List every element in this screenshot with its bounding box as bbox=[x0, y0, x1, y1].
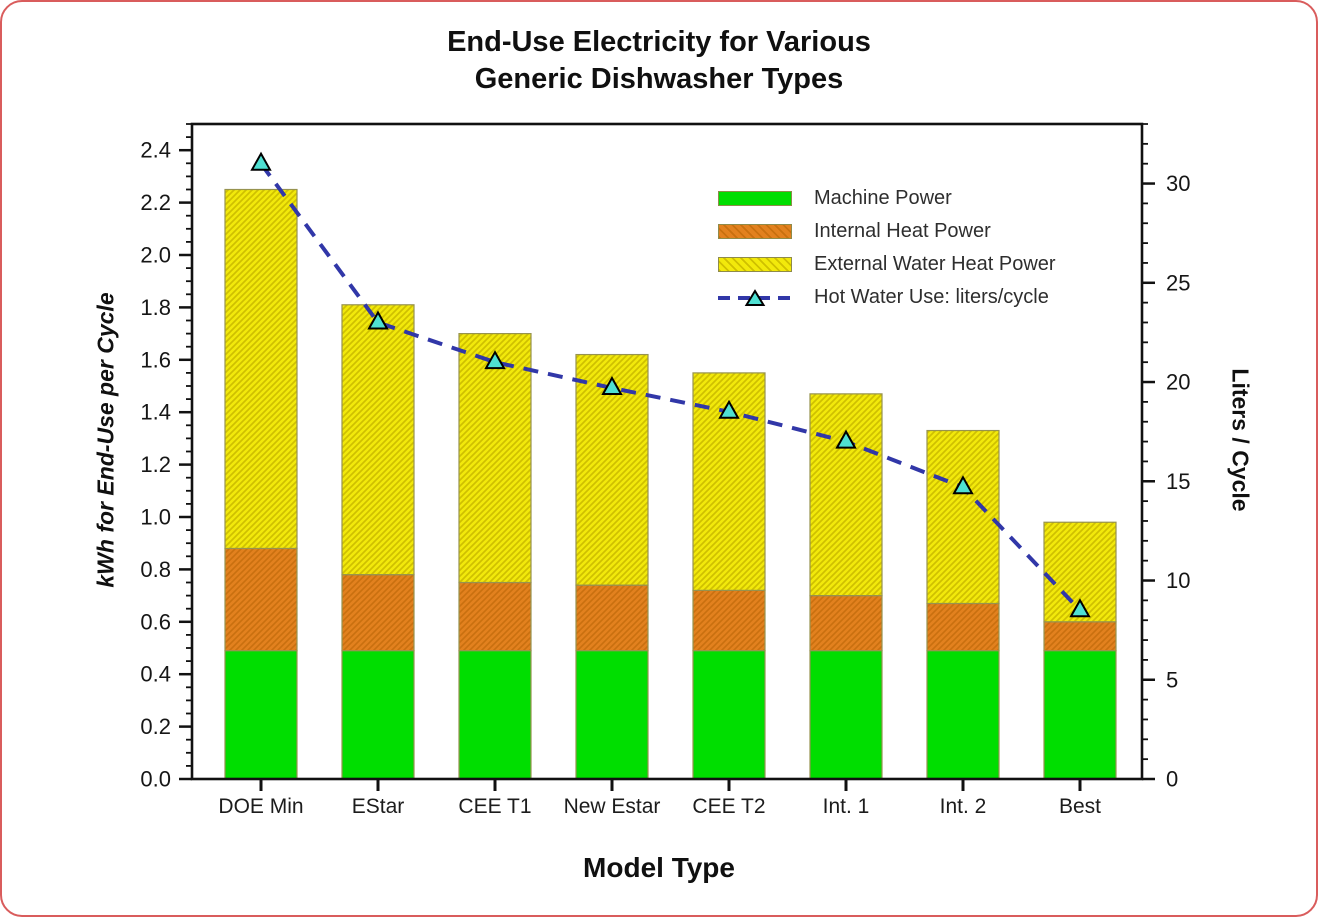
chart-title-line2: Generic Dishwasher Types bbox=[474, 63, 844, 95]
bar-segment-internal-heat bbox=[341, 574, 415, 652]
bar-segment-machine bbox=[809, 650, 883, 780]
left-tick-label: 0.0 bbox=[140, 767, 171, 792]
hot-water-use-line bbox=[259, 162, 1082, 612]
bar-segment-external-water-heat bbox=[809, 393, 883, 597]
legend-item-machine-power: Machine Power bbox=[718, 182, 1056, 215]
internal-heat-power-swatch-icon bbox=[718, 224, 792, 239]
left-tick-label: 1.4 bbox=[140, 400, 171, 425]
legend-label-internal-heat-power: Internal Heat Power bbox=[814, 220, 991, 242]
right-tick-label: 0 bbox=[1166, 767, 1178, 792]
bar-segment-machine bbox=[341, 650, 415, 780]
left-tick-label: 1.0 bbox=[140, 505, 171, 530]
bar-segment-internal-heat bbox=[692, 589, 766, 652]
hot-water-data-point bbox=[952, 475, 974, 495]
external-water-heat-power-swatch-icon bbox=[718, 257, 792, 272]
x-tick-label: Best bbox=[1059, 795, 1101, 818]
plot-frame bbox=[190, 122, 1144, 781]
left-tick-label: 2.4 bbox=[140, 138, 171, 163]
x-tick-label: DOE Min bbox=[218, 795, 303, 818]
right-tick-label: 10 bbox=[1166, 568, 1190, 593]
legend-label-hot-water-use: Hot Water Use: liters/cycle bbox=[814, 286, 1049, 308]
hot-water-data-point bbox=[250, 151, 272, 171]
chart-generated-content: 0.0 0.2 0.4 0.6 0.8 1.0 1.2 1.4 1.6 1.8 2.0 2.2 2.4 0… bbox=[140, 123, 1190, 818]
left-tick-label: 2.0 bbox=[140, 243, 171, 268]
x-axis-title: Model Type bbox=[583, 852, 735, 883]
left-tick-label: 2.2 bbox=[140, 190, 171, 215]
left-tick-label: 0.8 bbox=[140, 557, 171, 582]
x-tick-label: CEE T1 bbox=[458, 795, 531, 818]
x-tick-label: EStar bbox=[352, 795, 405, 818]
hot-water-line-marker-icon bbox=[718, 288, 792, 306]
bar-segment-external-water-heat bbox=[224, 188, 298, 550]
left-tick-label: 1.6 bbox=[140, 347, 171, 372]
x-tick-label: New Estar bbox=[564, 795, 661, 818]
hot-water-data-point bbox=[718, 399, 740, 419]
left-tick-label: 1.8 bbox=[140, 295, 171, 320]
bar-segment-internal-heat bbox=[926, 602, 1000, 652]
right-tick-label: 15 bbox=[1166, 469, 1190, 494]
x-tick-label: Int. 2 bbox=[940, 795, 987, 818]
bar-segment-machine bbox=[224, 650, 298, 780]
machine-power-swatch-icon bbox=[718, 191, 792, 206]
bar-segment-machine bbox=[575, 650, 649, 780]
left-tick-label: 0.2 bbox=[140, 714, 171, 739]
hot-water-data-point bbox=[835, 429, 857, 449]
right-tick-label: 20 bbox=[1166, 370, 1190, 395]
hot-water-data-point bbox=[601, 375, 623, 395]
left-tick-label: 0.4 bbox=[140, 662, 171, 687]
legend-item-hot-water-use: Hot Water Use: liters/cycle bbox=[718, 281, 1056, 314]
bar-segment-machine bbox=[458, 650, 532, 780]
bar-segment-internal-heat bbox=[1043, 621, 1117, 652]
bar-segment-machine bbox=[926, 650, 1000, 780]
hot-water-data-point bbox=[367, 310, 389, 330]
left-tick-label: 1.2 bbox=[140, 452, 171, 477]
left-tick-label: 0.6 bbox=[140, 609, 171, 634]
hot-water-data-point bbox=[1069, 598, 1091, 618]
legend-item-external-water-heat-power: External Water Heat Power bbox=[718, 248, 1056, 281]
bar-segment-internal-heat bbox=[809, 594, 883, 652]
bar-segment-external-water-heat bbox=[926, 429, 1000, 605]
bar-segment-machine bbox=[692, 650, 766, 780]
legend-label-external-water-heat-power: External Water Heat Power bbox=[814, 253, 1056, 275]
legend: Machine Power Internal Heat Power Extern… bbox=[718, 182, 1056, 314]
bar-segment-internal-heat bbox=[224, 547, 298, 652]
bar-segment-external-water-heat bbox=[458, 333, 532, 584]
chart-title-line1: End-Use Electricity for Various bbox=[447, 26, 871, 58]
bar-segment-external-water-heat bbox=[341, 304, 415, 576]
legend-item-internal-heat-power: Internal Heat Power bbox=[718, 215, 1056, 248]
bar-segment-internal-heat bbox=[458, 581, 532, 652]
bar-segment-machine bbox=[1043, 650, 1117, 780]
legend-label-machine-power: Machine Power bbox=[814, 187, 952, 209]
hot-water-data-point bbox=[484, 350, 506, 370]
right-tick-label: 25 bbox=[1166, 270, 1190, 295]
x-tick-label: CEE T2 bbox=[692, 795, 765, 818]
x-tick-label: Int. 1 bbox=[823, 795, 870, 818]
bar-segment-internal-heat bbox=[575, 584, 649, 652]
chart-title: End-Use Electricity for Various Generic … bbox=[2, 24, 1316, 98]
bar-segment-external-water-heat bbox=[1043, 521, 1117, 623]
right-tick-label: 5 bbox=[1166, 667, 1178, 692]
right-tick-label: 30 bbox=[1166, 171, 1190, 196]
